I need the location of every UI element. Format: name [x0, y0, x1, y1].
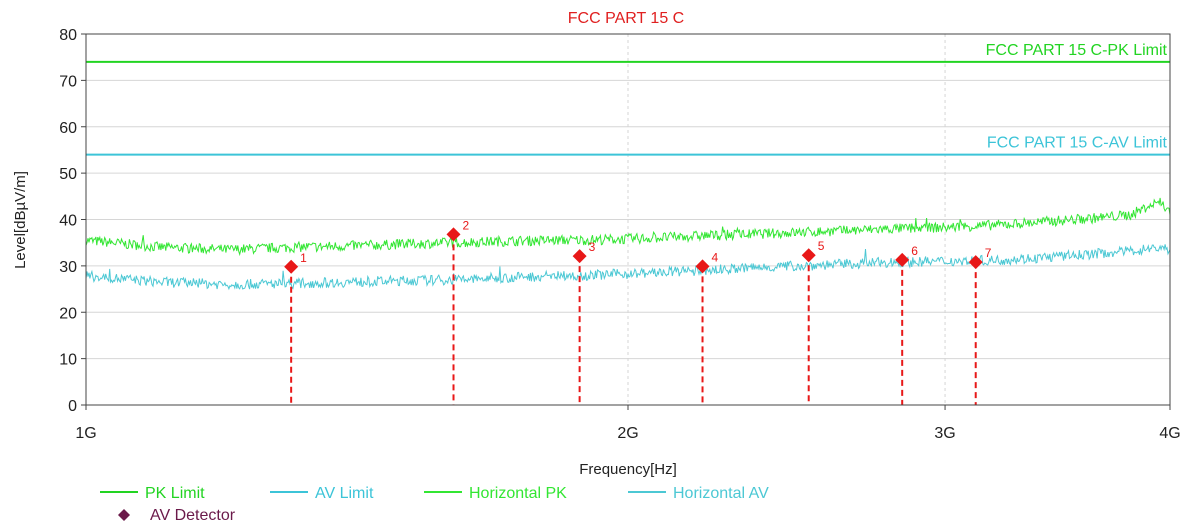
y-tick-label: 80: [59, 27, 77, 44]
y-tick-label: 40: [59, 213, 77, 230]
legend-entry: AV Detector: [150, 507, 236, 524]
x-tick-label: 1G: [75, 425, 96, 442]
legend-entry: AV Limit: [315, 485, 374, 502]
y-axis-label: Level[dBµV/m]: [12, 171, 29, 269]
x-axis: 1G 2G 3G 4G: [75, 405, 1181, 442]
legend-entry: Horizontal PK: [469, 485, 567, 502]
marker-label: 2: [463, 218, 470, 232]
series-lines: [85, 197, 1171, 291]
series-line: [85, 243, 1171, 291]
marker-point: [284, 259, 299, 274]
marker-label: 1: [300, 251, 307, 265]
av-detector-markers: 1 2 3 4 5 6 7: [284, 218, 992, 405]
marker-label: 7: [985, 246, 992, 260]
marker-label: 6: [911, 244, 918, 258]
chart-title: FCC PART 15 C: [568, 10, 684, 27]
limit-lines: FCC PART 15 C-PK Limit FCC PART 15 C-AV L…: [86, 42, 1170, 156]
legend-entry: Horizontal AV: [673, 485, 769, 502]
marker-point: [895, 252, 910, 267]
marker-point: [968, 255, 983, 270]
marker-point: [572, 249, 587, 264]
marker-point: [446, 227, 461, 242]
y-tick-label: 10: [59, 352, 77, 369]
legend: PK Limit AV Limit Horizontal PK Horizontal …: [100, 485, 769, 524]
x-tick-label: 3G: [934, 425, 955, 442]
y-tick-label: 70: [59, 73, 77, 90]
marker-label: 5: [818, 239, 825, 253]
legend-entry: PK Limit: [145, 485, 205, 502]
legend-swatch-diamond: [118, 509, 130, 521]
x-tick-label: 2G: [617, 425, 638, 442]
plot-frame: [85, 33, 1171, 406]
limit-label: FCC PART 15 C-AV Limit: [987, 135, 1168, 152]
marker-point: [801, 248, 816, 263]
limit-label: FCC PART 15 C-PK Limit: [986, 42, 1168, 59]
marker-label: 4: [712, 250, 719, 264]
grid: [86, 34, 1170, 405]
marker-point: [695, 259, 710, 274]
marker-label: 3: [589, 240, 596, 254]
x-axis-label: Frequency[Hz]: [579, 461, 677, 478]
y-tick-label: 50: [59, 166, 77, 183]
y-tick-label: 30: [59, 259, 77, 276]
y-tick-label: 0: [68, 398, 77, 415]
y-axis: 0 10 20 30 40 50 60 70 80: [59, 27, 86, 415]
x-tick-label: 4G: [1159, 425, 1180, 442]
y-tick-label: 20: [59, 305, 77, 322]
series-line: [85, 197, 1171, 257]
y-tick-label: 60: [59, 120, 77, 137]
